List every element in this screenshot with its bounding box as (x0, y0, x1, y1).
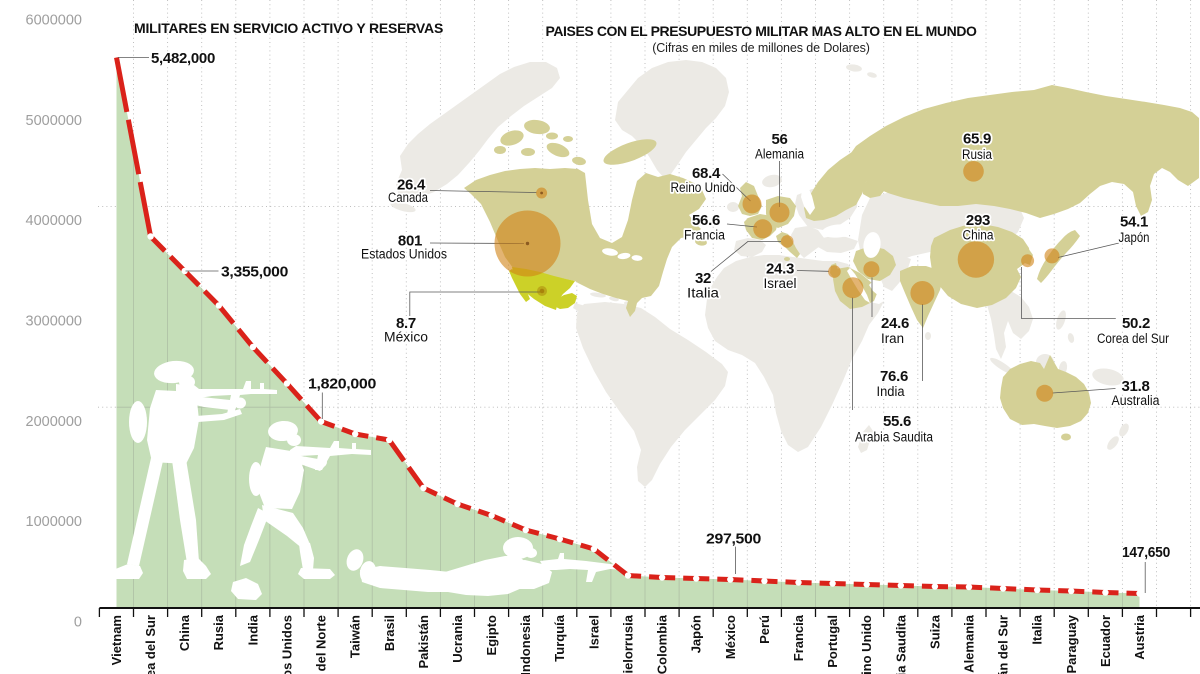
svg-text:Japón: Japón (1119, 230, 1150, 245)
svg-text:Pakistán: Pakistán (416, 615, 431, 669)
svg-text:Taiwán: Taiwán (348, 615, 363, 658)
svg-text:Portugal: Portugal (825, 615, 840, 668)
svg-text:1000000: 1000000 (26, 514, 82, 530)
svg-text:Arabia Saudita: Arabia Saudita (893, 614, 908, 674)
svg-text:Francia: Francia (791, 614, 806, 661)
svg-text:Ecuador: Ecuador (1098, 615, 1113, 667)
svg-text:Canada: Canada (388, 190, 428, 205)
svg-text:Bielorrusia: Bielorrusia (621, 614, 636, 674)
svg-text:India: India (245, 614, 260, 645)
svg-text:55.6: 55.6 (883, 413, 911, 430)
svg-text:Israel: Israel (586, 615, 601, 649)
svg-text:Suiza: Suiza (927, 614, 942, 649)
svg-text:0: 0 (74, 615, 82, 631)
svg-text:24.6: 24.6 (881, 315, 909, 332)
svg-text:China: China (177, 614, 192, 651)
svg-text:Arabia Saudita: Arabia Saudita (855, 430, 933, 445)
svg-text:26.4: 26.4 (397, 177, 426, 194)
svg-text:5000000: 5000000 (26, 113, 82, 129)
svg-text:India: India (877, 384, 905, 399)
svg-text:PAISES CON EL PRESUPUESTO MILI: PAISES CON EL PRESUPUESTO MILITAR MAS AL… (545, 23, 977, 39)
svg-text:2000000: 2000000 (26, 414, 82, 430)
svg-text:297,500: 297,500 (706, 531, 761, 548)
svg-text:Japón: Japón (689, 615, 704, 653)
svg-text:Perú: Perú (757, 615, 772, 644)
svg-text:Estados Unidos: Estados Unidos (279, 615, 294, 674)
svg-text:Italia: Italia (687, 286, 720, 301)
svg-text:3000000: 3000000 (26, 313, 82, 329)
svg-text:32: 32 (695, 270, 711, 287)
svg-text:Alemania: Alemania (755, 147, 804, 162)
svg-text:68.4: 68.4 (692, 165, 721, 182)
svg-text:China: China (963, 228, 994, 243)
svg-text:801: 801 (398, 233, 422, 250)
svg-text:Italia: Italia (1030, 614, 1045, 644)
svg-text:MILITARES EN SERVICIO ACTIVO Y: MILITARES EN SERVICIO ACTIVO Y RESERVAS (134, 20, 443, 36)
svg-text:Francia: Francia (684, 228, 725, 243)
svg-text:Israel: Israel (764, 276, 797, 291)
svg-text:5,482,000: 5,482,000 (151, 50, 215, 67)
svg-text:65.9: 65.9 (963, 131, 991, 148)
svg-text:Ucrania: Ucrania (450, 614, 465, 662)
svg-text:3,355,000: 3,355,000 (221, 264, 288, 281)
svg-text:147,650: 147,650 (1122, 544, 1170, 561)
svg-text:76.6: 76.6 (880, 368, 908, 385)
svg-text:24.3: 24.3 (766, 261, 794, 278)
svg-text:Rusia: Rusia (962, 147, 992, 162)
svg-text:Corea del Norte: Corea del Norte (314, 615, 329, 674)
svg-text:México: México (384, 330, 428, 345)
svg-text:1,820,000: 1,820,000 (308, 376, 376, 393)
svg-text:Austria: Austria (1132, 614, 1147, 660)
svg-text:Egipto: Egipto (484, 615, 499, 655)
svg-text:Corea del Sur: Corea del Sur (1097, 331, 1169, 346)
svg-text:54.1: 54.1 (1120, 214, 1148, 231)
svg-text:Corea del Sur: Corea del Sur (143, 615, 158, 674)
svg-text:56.6: 56.6 (692, 212, 720, 229)
svg-text:Vietnam: Vietnam (109, 615, 124, 665)
svg-text:Reino Unido: Reino Unido (671, 180, 736, 195)
svg-text:Colombia: Colombia (655, 614, 670, 674)
svg-text:Australia: Australia (1112, 393, 1160, 408)
svg-text:4000000: 4000000 (26, 213, 82, 229)
svg-text:Paraguay: Paraguay (1064, 614, 1079, 673)
svg-text:México: México (723, 615, 738, 659)
svg-text:Alemania: Alemania (962, 614, 977, 673)
svg-text:Brasil: Brasil (382, 615, 397, 651)
svg-text:6000000: 6000000 (26, 12, 82, 28)
svg-text:Reino Unido: Reino Unido (859, 615, 874, 674)
svg-text:8.7: 8.7 (396, 315, 416, 332)
svg-text:56: 56 (771, 131, 787, 148)
svg-text:Iran: Iran (881, 331, 904, 346)
svg-text:(Cifras en miles de millones d: (Cifras en miles de millones de Dolares) (652, 41, 870, 55)
svg-text:Estados Unidos: Estados Unidos (361, 247, 447, 262)
svg-text:31.8: 31.8 (1122, 378, 1150, 395)
svg-text:Sudán del Sur: Sudán del Sur (996, 615, 1011, 674)
svg-text:Indonesia: Indonesia (518, 614, 533, 674)
svg-text:Turquía: Turquía (552, 614, 567, 661)
svg-text:50.2: 50.2 (1122, 315, 1150, 332)
svg-text:Rusia: Rusia (211, 614, 226, 650)
svg-text:293: 293 (966, 212, 990, 229)
